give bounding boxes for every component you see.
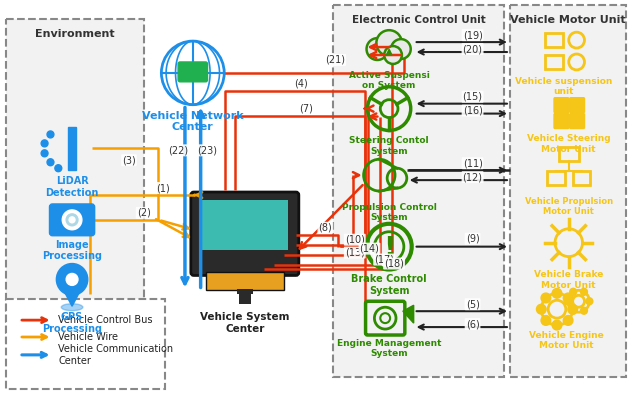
Circle shape <box>580 307 588 314</box>
Circle shape <box>563 316 573 325</box>
Text: (11): (11) <box>463 158 483 168</box>
Circle shape <box>66 214 78 226</box>
Text: Vehicle Network
Center: Vehicle Network Center <box>142 111 244 132</box>
FancyBboxPatch shape <box>202 200 288 250</box>
Circle shape <box>570 307 577 314</box>
Text: (17): (17) <box>374 255 394 264</box>
Text: (22): (22) <box>168 145 188 155</box>
Circle shape <box>568 304 577 314</box>
Circle shape <box>391 39 411 59</box>
Text: Vehicle Propulsion
Motor Unit: Vehicle Propulsion Motor Unit <box>525 197 613 216</box>
FancyBboxPatch shape <box>333 6 504 377</box>
FancyBboxPatch shape <box>510 6 626 377</box>
Circle shape <box>41 140 48 147</box>
FancyBboxPatch shape <box>68 126 76 170</box>
Text: Active Suspensi
on System: Active Suspensi on System <box>349 71 429 90</box>
Text: Brake Control
System: Brake Control System <box>351 275 427 296</box>
Text: Vehicle Control Bus: Vehicle Control Bus <box>58 315 153 325</box>
Circle shape <box>47 159 54 166</box>
Text: Vehicle Wire: Vehicle Wire <box>58 332 118 342</box>
Text: (20): (20) <box>463 44 483 54</box>
FancyBboxPatch shape <box>178 62 207 82</box>
FancyBboxPatch shape <box>570 98 584 113</box>
Text: GPS
Processing: GPS Processing <box>42 312 102 334</box>
Text: (19): (19) <box>463 30 483 40</box>
Text: (18): (18) <box>384 258 404 269</box>
Circle shape <box>56 264 88 295</box>
Circle shape <box>62 210 82 230</box>
Text: (14): (14) <box>360 243 380 254</box>
Text: LiDAR
Detection: LiDAR Detection <box>45 176 99 198</box>
Circle shape <box>541 293 550 303</box>
Polygon shape <box>64 291 80 306</box>
FancyBboxPatch shape <box>6 299 165 388</box>
Text: (7): (7) <box>299 104 312 113</box>
Text: Environment: Environment <box>35 29 115 39</box>
Circle shape <box>66 273 78 285</box>
Text: (1): (1) <box>157 183 170 193</box>
FancyBboxPatch shape <box>205 273 284 290</box>
Circle shape <box>552 320 562 330</box>
Text: Vehicle Engine
Motor Unit: Vehicle Engine Motor Unit <box>529 331 604 350</box>
Circle shape <box>69 217 75 223</box>
FancyBboxPatch shape <box>6 19 144 342</box>
FancyBboxPatch shape <box>239 290 251 304</box>
Text: Electronic Control Unit: Electronic Control Unit <box>352 15 486 25</box>
Text: Vehicle Communication
Center: Vehicle Communication Center <box>58 344 173 366</box>
Text: (8): (8) <box>319 223 332 233</box>
Circle shape <box>564 298 572 305</box>
FancyBboxPatch shape <box>554 98 569 113</box>
Text: (16): (16) <box>463 106 483 115</box>
Ellipse shape <box>61 304 83 311</box>
Text: (9): (9) <box>466 234 479 244</box>
FancyBboxPatch shape <box>570 113 584 128</box>
Circle shape <box>376 30 402 56</box>
Text: (3): (3) <box>122 155 136 165</box>
Circle shape <box>384 46 402 64</box>
Polygon shape <box>403 305 413 323</box>
Text: Vehicle suspension
unit: Vehicle suspension unit <box>515 77 612 96</box>
Text: Vehicle Brake
Motor Unit: Vehicle Brake Motor Unit <box>534 270 604 290</box>
Text: Image
Processing: Image Processing <box>42 240 102 261</box>
FancyBboxPatch shape <box>49 204 95 236</box>
Circle shape <box>541 316 550 325</box>
Text: (4): (4) <box>294 79 308 89</box>
Text: (2): (2) <box>137 208 150 218</box>
Circle shape <box>570 288 577 295</box>
Text: Vehicle Motor Unit: Vehicle Motor Unit <box>510 15 625 25</box>
Circle shape <box>55 165 61 172</box>
Circle shape <box>580 288 588 295</box>
Text: (10): (10) <box>345 235 365 245</box>
Text: (15): (15) <box>463 92 483 102</box>
FancyBboxPatch shape <box>237 289 253 294</box>
Text: Propulsion Control
System: Propulsion Control System <box>342 203 436 222</box>
Text: (5): (5) <box>466 299 479 309</box>
Circle shape <box>47 131 54 138</box>
Circle shape <box>563 293 573 303</box>
Text: (6): (6) <box>466 319 479 329</box>
Text: Steering Contol
System: Steering Contol System <box>349 136 429 156</box>
Text: (13): (13) <box>345 247 365 258</box>
Text: Vehicle System
Center: Vehicle System Center <box>200 312 289 334</box>
Text: (21): (21) <box>325 55 345 65</box>
Circle shape <box>536 304 546 314</box>
FancyBboxPatch shape <box>191 192 299 275</box>
Circle shape <box>41 150 48 157</box>
Circle shape <box>552 288 562 298</box>
Text: Vehicle Steering
Motor Unit: Vehicle Steering Motor Unit <box>527 134 611 154</box>
Text: (12): (12) <box>463 172 483 182</box>
FancyBboxPatch shape <box>554 113 569 128</box>
Circle shape <box>367 38 388 60</box>
Text: (23): (23) <box>198 145 218 155</box>
Circle shape <box>586 298 593 305</box>
Text: !: ! <box>383 235 396 263</box>
Text: Engine Management
System: Engine Management System <box>337 339 442 359</box>
